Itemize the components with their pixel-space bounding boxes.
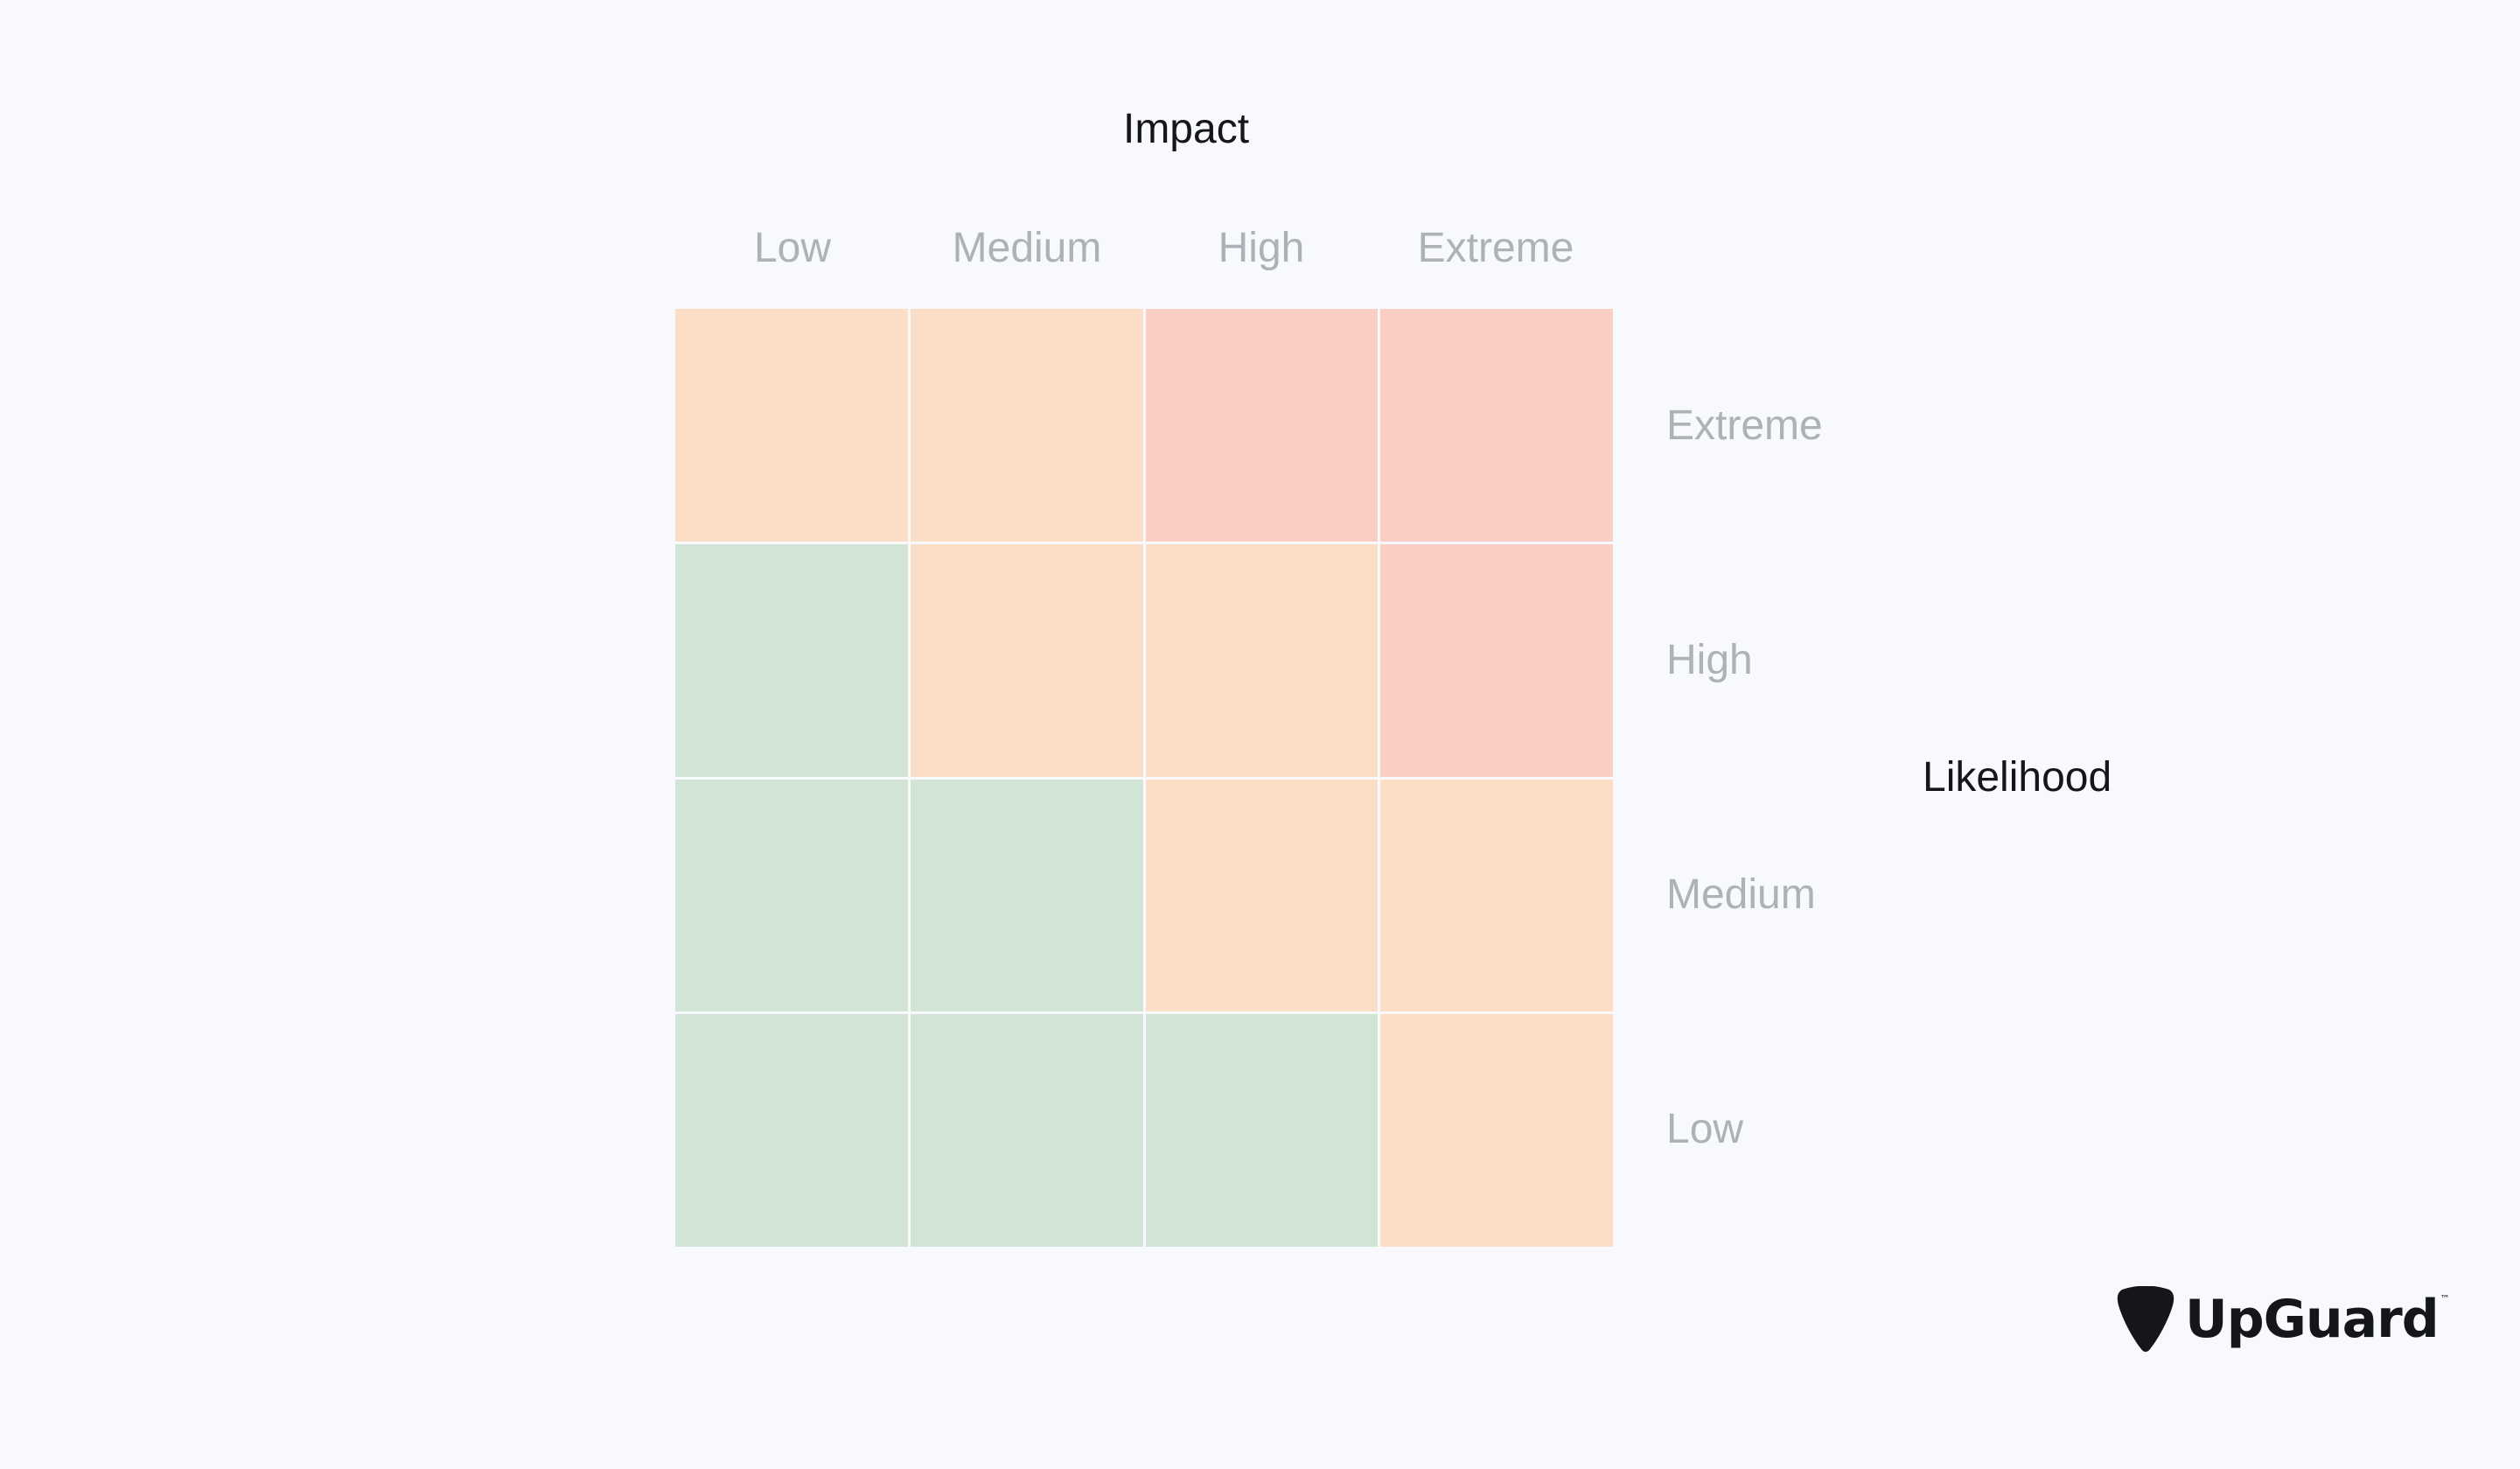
matrix-cell-likelihood-medium-impact-extreme bbox=[1380, 779, 1613, 1012]
matrix-cell-likelihood-extreme-impact-extreme bbox=[1380, 309, 1613, 542]
matrix-cell-likelihood-low-impact-high bbox=[1145, 1014, 1379, 1247]
matrix-cell-likelihood-medium-impact-high bbox=[1145, 779, 1379, 1012]
logo-wordmark: UpGuard bbox=[2185, 1289, 2440, 1350]
matrix-cell-likelihood-medium-impact-medium bbox=[910, 779, 1143, 1012]
likelihood-level-high: High bbox=[1666, 637, 1753, 683]
matrix-cell-likelihood-high-impact-extreme bbox=[1380, 543, 1613, 777]
logo-trademark: ™ bbox=[2440, 1293, 2450, 1305]
likelihood-level-medium: Medium bbox=[1666, 871, 1816, 918]
upguard-logo: UpGuard ™ bbox=[2117, 1284, 2450, 1354]
risk-matrix-grid bbox=[675, 309, 1613, 1247]
impact-level-high: High bbox=[1218, 225, 1305, 271]
likelihood-axis-title: Likelihood bbox=[1923, 754, 2112, 801]
matrix-cell-likelihood-extreme-impact-high bbox=[1145, 309, 1379, 542]
impact-level-extreme: Extreme bbox=[1417, 225, 1574, 271]
impact-level-labels: Low Medium High Extreme bbox=[675, 227, 1613, 280]
impact-level-low: Low bbox=[753, 225, 832, 271]
matrix-cell-likelihood-low-impact-extreme bbox=[1380, 1014, 1613, 1247]
likelihood-level-labels: Extreme High Medium Low bbox=[1666, 309, 1929, 1247]
likelihood-level-low: Low bbox=[1666, 1106, 1744, 1152]
matrix-cell-likelihood-high-impact-low bbox=[675, 543, 908, 777]
matrix-cell-likelihood-extreme-impact-medium bbox=[910, 309, 1143, 542]
impact-axis-title: Impact bbox=[1122, 106, 1250, 152]
impact-level-medium: Medium bbox=[952, 225, 1102, 271]
matrix-cell-likelihood-extreme-impact-low bbox=[675, 309, 908, 542]
matrix-cell-likelihood-low-impact-medium bbox=[910, 1014, 1143, 1247]
matrix-cell-likelihood-low-impact-low bbox=[675, 1014, 908, 1247]
likelihood-level-extreme: Extreme bbox=[1666, 402, 1823, 449]
matrix-cell-likelihood-high-impact-high bbox=[1145, 543, 1379, 777]
matrix-cell-likelihood-medium-impact-low bbox=[675, 779, 908, 1012]
matrix-cell-likelihood-high-impact-medium bbox=[910, 543, 1143, 777]
guitar-pick-icon bbox=[2117, 1286, 2174, 1352]
